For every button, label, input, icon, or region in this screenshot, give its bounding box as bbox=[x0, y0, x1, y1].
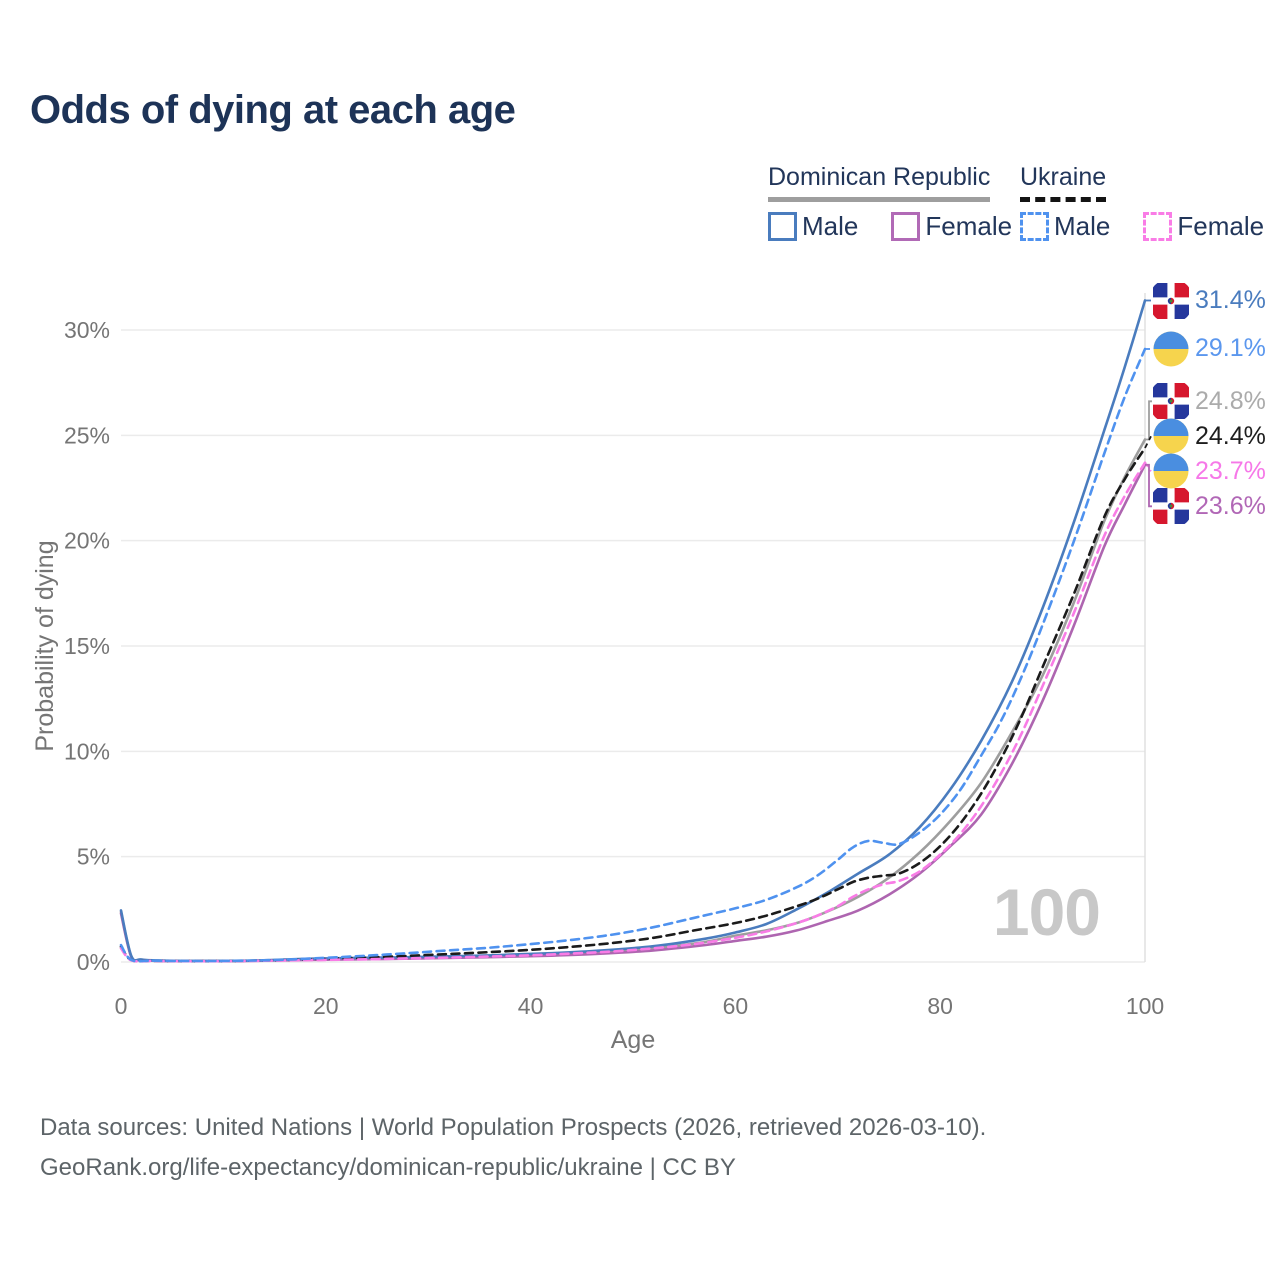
y-tick-label: 25% bbox=[64, 422, 110, 448]
dr-male-swatch-icon bbox=[768, 212, 797, 241]
legend-label-dr-female: Female bbox=[925, 211, 1013, 241]
end-label-ua-female: 23.7% bbox=[1153, 453, 1266, 489]
y-tick-label: 30% bbox=[64, 317, 110, 343]
end-label-ua-male: 29.1% bbox=[1153, 331, 1266, 367]
dr-female-swatch-icon bbox=[891, 212, 921, 241]
legend-label-ua-male: Male bbox=[1054, 211, 1111, 241]
end-label-leader bbox=[1144, 435, 1152, 449]
data-source-footer: Data sources: United Nations | World Pop… bbox=[40, 1108, 986, 1188]
end-label-value: 23.6% bbox=[1195, 491, 1266, 520]
x-tick-label: 20 bbox=[313, 993, 339, 1019]
legend-country-dominican-republic[interactable]: Dominican Republic bbox=[768, 163, 991, 202]
legend-items-dominican-republic: Male Female bbox=[768, 211, 1012, 242]
y-tick-label: 5% bbox=[77, 844, 110, 870]
chart-area[interactable]: 0% 5% 10% 15% 20% 25% 30% 0 20 40 60 80 100 Probabil… bbox=[0, 0, 1280, 1080]
legend-group-ukraine: Ukraine Male Female bbox=[1020, 163, 1264, 242]
attribution-line: GeoRank.org/life-expectancy/dominican-re… bbox=[40, 1154, 736, 1181]
y-tick-label: 10% bbox=[64, 738, 110, 764]
y-axis-title: Probability of dying bbox=[31, 540, 59, 752]
end-label-ua-both-sexes: 24.4% bbox=[1153, 418, 1266, 454]
series-line-ua-male[interactable] bbox=[119, 347, 1147, 963]
hover-age-watermark: 100 bbox=[992, 875, 1101, 949]
data-source-line: Data sources: United Nations | World Pop… bbox=[40, 1114, 987, 1141]
x-axis-title: Age bbox=[610, 1026, 656, 1054]
y-tick-label: 0% bbox=[77, 949, 110, 975]
x-tick-label: 0 bbox=[115, 993, 128, 1019]
end-label-value: 23.7% bbox=[1195, 456, 1266, 485]
end-label-dr-both-sexes: 24.8% bbox=[1153, 383, 1266, 420]
legend-items-ukraine: Male Female bbox=[1020, 211, 1264, 242]
line-chart-plot[interactable]: 0% 5% 10% 15% 20% 25% 30% 0 20 40 60 80 100 bbox=[0, 0, 1280, 1080]
end-label-value: 29.1% bbox=[1195, 334, 1266, 363]
ua-female-swatch-icon bbox=[1143, 212, 1173, 241]
legend-label-dr-male: Male bbox=[802, 211, 859, 241]
ukraine-flag-icon bbox=[1153, 331, 1189, 367]
end-label-value: 31.4% bbox=[1195, 286, 1266, 314]
dominican-republic-flag-icon bbox=[1153, 282, 1189, 319]
end-label-value: 24.4% bbox=[1195, 421, 1266, 450]
legend-country-ukraine[interactable]: Ukraine bbox=[1020, 163, 1107, 202]
series-line-dr-male[interactable] bbox=[119, 299, 1147, 963]
legend-group-dominican-republic: Dominican Republic Male Female bbox=[768, 163, 1012, 242]
legend-item-dr-male[interactable]: Male bbox=[768, 211, 858, 242]
dominican-republic-flag-icon bbox=[1153, 383, 1189, 420]
legend-item-dr-female[interactable]: Female bbox=[891, 211, 1012, 242]
x-tick-label: 40 bbox=[518, 993, 544, 1019]
end-label-value: 24.8% bbox=[1195, 386, 1266, 415]
end-label-dr-male: 31.4% bbox=[1153, 282, 1266, 319]
legend-label-ua-female: Female bbox=[1177, 211, 1265, 241]
ua-male-swatch-icon bbox=[1020, 212, 1049, 241]
dominican-republic-flag-icon bbox=[1153, 488, 1189, 525]
y-tick-label: 15% bbox=[64, 633, 110, 659]
end-label-dr-female: 23.6% bbox=[1153, 488, 1266, 525]
y-tick-label: 20% bbox=[64, 528, 110, 554]
legend-item-ua-female[interactable]: Female bbox=[1143, 211, 1264, 242]
legend-item-ua-male[interactable]: Male bbox=[1020, 211, 1110, 242]
page-title: Odds of dying at each age bbox=[30, 88, 516, 132]
x-tick-label: 60 bbox=[723, 993, 749, 1019]
end-label-leader bbox=[1145, 400, 1152, 441]
ukraine-flag-icon bbox=[1153, 453, 1189, 489]
end-label-leader bbox=[1145, 463, 1152, 508]
x-tick-label: 80 bbox=[927, 993, 953, 1019]
ukraine-flag-icon bbox=[1153, 418, 1189, 454]
x-tick-label: 100 bbox=[1126, 993, 1164, 1019]
